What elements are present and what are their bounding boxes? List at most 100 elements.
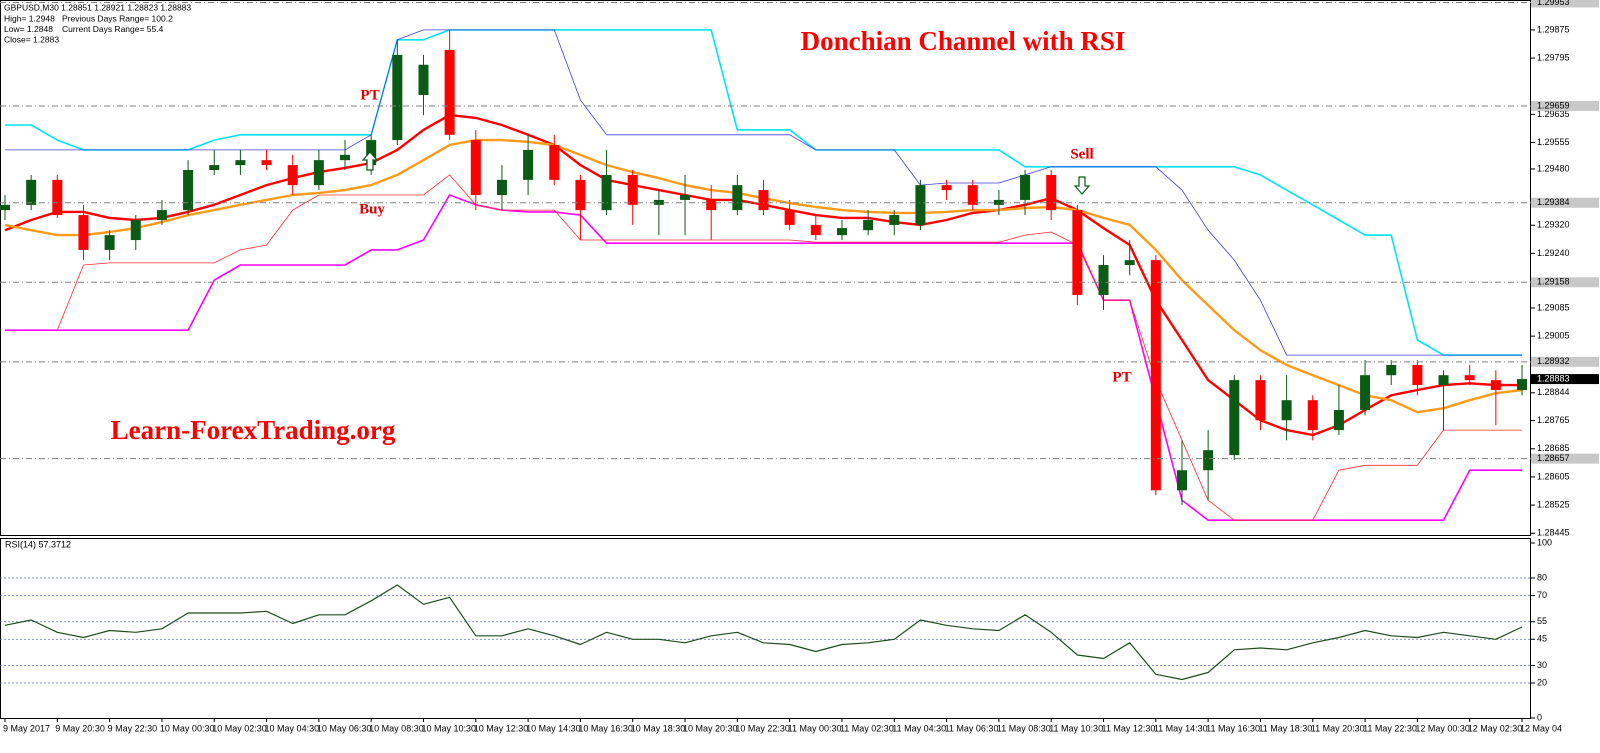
- x-tick-label: 11 May 08:30: [997, 723, 1051, 733]
- candle-body: [340, 154, 351, 161]
- candle-body: [0, 204, 10, 211]
- candle-body: [523, 149, 534, 180]
- candle-body: [1124, 260, 1135, 266]
- y-tick-label: 1.29555: [1537, 137, 1570, 147]
- line: [56, 174, 1522, 521]
- candle-body: [392, 54, 403, 141]
- y-tick-label: 1.28844: [1537, 387, 1570, 397]
- buy-arrow: [361, 151, 379, 171]
- y-tick-label: 1.29635: [1537, 109, 1570, 119]
- candle-body: [470, 140, 481, 195]
- annotation: PT: [360, 87, 379, 103]
- candle-body: [1333, 410, 1344, 431]
- x-tick-label: 11 May 12:30: [1102, 723, 1156, 733]
- x-tick-label: 10 May 22:30: [735, 723, 790, 733]
- annotation: PT: [1112, 369, 1131, 385]
- candle-body: [967, 185, 978, 205]
- info-close: Close= 1.2883: [4, 34, 59, 44]
- level-label: 1.29384: [1537, 197, 1570, 207]
- price-panel: [0, 0, 1531, 536]
- candle-body: [1464, 375, 1475, 381]
- candle-body: [104, 235, 115, 250]
- candle-body: [235, 160, 246, 166]
- candle-body: [601, 174, 612, 211]
- y-tick-label: 1.28765: [1537, 415, 1570, 425]
- candle-body: [1517, 379, 1527, 390]
- candle-body: [549, 145, 560, 180]
- candle-body: [1229, 380, 1240, 456]
- x-tick-label: 12 May 00:30: [1415, 723, 1470, 733]
- y-tick-label: 20: [1537, 677, 1547, 687]
- x-tick-label: 10 May 02:30: [212, 723, 267, 733]
- candle-body: [915, 185, 926, 225]
- info-low: Low= 1.2848: [4, 24, 53, 34]
- x-tick-label: 10 May 04:30: [265, 723, 320, 733]
- candle-body: [78, 215, 89, 250]
- candle-body: [209, 165, 220, 171]
- x-tick-label: 11 May 04:30: [892, 723, 946, 733]
- candle-body: [653, 199, 664, 205]
- x-tick-label: 10 May 12:30: [474, 723, 529, 733]
- x-tick-label: 9 May 2017: [3, 723, 50, 733]
- x-tick-label: 10 May 00:30: [160, 723, 215, 733]
- y-tick-label: 70: [1537, 590, 1547, 600]
- line: [5, 29, 1522, 356]
- rsi-title: RSI(14) 57.3712: [5, 539, 71, 549]
- x-tick-label: 11 May 10:30: [1049, 723, 1103, 733]
- candle-body: [1150, 260, 1161, 491]
- y-tick-label: 0: [1537, 712, 1542, 722]
- y-tick-label: 80: [1537, 572, 1547, 582]
- x-tick-label: 9 May 22:30: [108, 723, 158, 733]
- last-price-box: [1531, 374, 1599, 385]
- x-tick-label: 11 May 14:30: [1154, 723, 1208, 733]
- info-prev-range: Previous Days Range= 100.2: [62, 13, 173, 23]
- candle-body: [1281, 400, 1292, 421]
- x-tick-label: 11 May 20:30: [1311, 723, 1365, 733]
- candle-body: [130, 219, 141, 241]
- y-tick-label: 1.28525: [1537, 499, 1570, 509]
- candle-body: [1046, 174, 1057, 211]
- candle-body: [1072, 210, 1083, 295]
- y-tick-label: 45: [1537, 634, 1547, 644]
- candle-body: [261, 160, 272, 166]
- candle-body: [1412, 364, 1423, 386]
- candle-body: [1098, 265, 1109, 295]
- info-cur-range: Current Days Range= 55.4: [62, 24, 164, 34]
- candle-body: [941, 185, 952, 191]
- candle-body: [889, 215, 900, 225]
- line: [5, 29, 1522, 356]
- x-tick-label: 11 May 00:30: [788, 723, 842, 733]
- level-label: 1.29659: [1537, 100, 1570, 110]
- info-high: High= 1.2948: [4, 13, 55, 23]
- level-label-box: [1531, 453, 1599, 464]
- candle-body: [575, 179, 586, 211]
- candle-body: [836, 228, 847, 236]
- x-tick-label: 10 May 18:30: [631, 723, 686, 733]
- y-tick-label: 30: [1537, 660, 1547, 670]
- candle-body: [183, 170, 194, 211]
- candle-body: [863, 219, 874, 231]
- y-tick-label: 1.29005: [1537, 331, 1570, 341]
- candle-body: [758, 190, 769, 211]
- level-label-box: [1531, 277, 1599, 288]
- candle-body: [26, 179, 37, 205]
- candle-body: [784, 210, 795, 225]
- x-tick-label: 11 May 22:30: [1363, 723, 1417, 733]
- x-tick-label: 10 May 16:30: [578, 723, 633, 733]
- x-tick-label: 11 May 02:30: [840, 723, 894, 733]
- candle-body: [444, 49, 455, 135]
- candle-body: [52, 179, 63, 216]
- x-tick-label: 11 May 18:30: [1258, 723, 1312, 733]
- candle-body: [993, 199, 1004, 205]
- watermark: Learn-ForexTrading.org: [111, 415, 396, 445]
- x-tick-label: 12 May 04: [1520, 723, 1562, 733]
- candle-body: [156, 210, 167, 220]
- x-tick-label: 10 May 08:30: [369, 723, 424, 733]
- line: [4, 584, 1523, 681]
- x-tick-label: 12 May 02:30: [1468, 723, 1523, 733]
- y-tick-label: 1.29240: [1537, 248, 1570, 258]
- candle-body: [1255, 380, 1266, 421]
- level-label: 1.29158: [1537, 277, 1570, 287]
